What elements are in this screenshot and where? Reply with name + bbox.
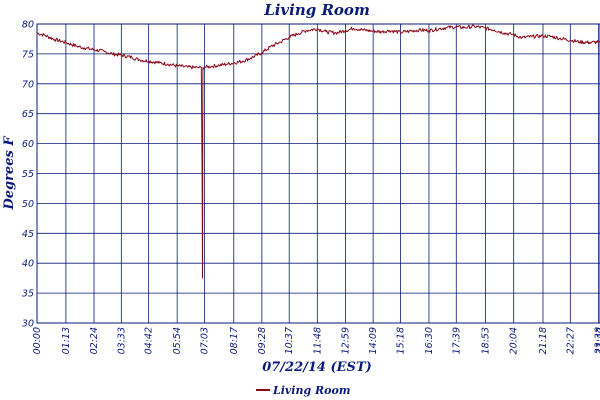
x-tick-label: 11:48 <box>312 327 323 354</box>
x-tick-label: 15:18 <box>395 327 406 354</box>
x-tick-label: 23:42 <box>595 327 600 354</box>
x-tick-label: 05:54 <box>172 327 183 354</box>
y-tick-label: 75 <box>22 49 34 60</box>
x-axis-label: 07/22/14 (EST) <box>262 360 372 375</box>
legend: Living Room <box>256 384 350 397</box>
legend-entry-living-room: Living Room <box>272 384 350 397</box>
series-line-living-room <box>36 24 600 279</box>
x-axis-ticks: 00:00 01:13 02:24 03:33 04:42 05:54 07:03 08:17… <box>32 327 600 354</box>
x-tick-label: 09:28 <box>257 327 268 354</box>
x-tick-label: 16:30 <box>424 327 435 354</box>
x-tick-label: 17:39 <box>451 327 462 354</box>
y-tick-label: 55 <box>22 169 34 180</box>
x-tick-label: 14:09 <box>368 327 379 354</box>
y-axis-label: Degrees F <box>2 136 17 211</box>
x-tick-label: 18:53 <box>481 327 492 354</box>
y-tick-label: 50 <box>22 199 34 210</box>
y-tick-label: 70 <box>22 79 34 90</box>
chart-title: Living Room <box>263 1 370 19</box>
x-tick-label: 01:13 <box>61 327 72 354</box>
y-tick-label: 60 <box>22 139 34 150</box>
x-tick-label: 07:03 <box>199 327 210 354</box>
x-tick-label: 12:59 <box>340 327 351 354</box>
y-tick-label: 45 <box>22 229 34 240</box>
series-group <box>36 24 600 279</box>
plot-area <box>36 23 600 324</box>
grid <box>36 23 600 324</box>
x-tick-label: 02:24 <box>89 327 100 354</box>
y-tick-label: 30 <box>22 319 34 330</box>
x-tick-label: 21:18 <box>538 327 549 354</box>
y-tick-label: 80 <box>22 20 34 31</box>
x-tick-label: 23:38 <box>593 327 600 354</box>
x-tick-label: 20:04 <box>509 327 520 354</box>
x-tick-label: 08:17 <box>229 327 240 354</box>
x-tick-label: 04:42 <box>144 327 155 354</box>
x-tick-label: 22:27 <box>565 327 576 354</box>
y-tick-label: 35 <box>22 289 34 300</box>
y-axis-ticks: 30 35 40 45 50 55 60 65 70 75 80 <box>22 20 34 330</box>
x-tick-label: 03:33 <box>116 327 127 354</box>
x-tick-label: 00:00 <box>32 327 43 354</box>
y-tick-label: 65 <box>22 109 34 120</box>
y-tick-label: 40 <box>22 259 34 270</box>
x-tick-label: 10:37 <box>284 327 295 354</box>
